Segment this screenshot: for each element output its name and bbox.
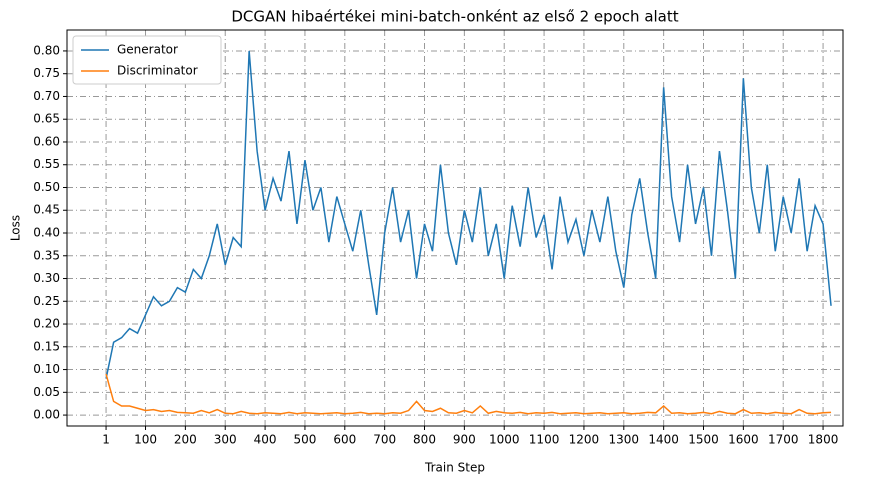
x-tick-label: 200 (174, 433, 197, 447)
x-tick-label: 1200 (569, 433, 600, 447)
y-tick-label: 0.40 (33, 226, 60, 240)
y-tick-label: 0.80 (33, 43, 60, 57)
x-tick-label: 1600 (728, 433, 759, 447)
x-tick-label: 500 (293, 433, 316, 447)
plot-frame (66, 29, 844, 427)
legend-box (72, 35, 222, 85)
legend-label: Generator (117, 43, 178, 57)
x-tick-label: 800 (413, 433, 436, 447)
y-tick-label: 0.30 (33, 271, 60, 285)
y-tick-label: 0.50 (33, 180, 60, 194)
x-tick-label: 600 (333, 433, 356, 447)
legend-label: Discriminator (117, 64, 198, 78)
y-tick-label: 0.15 (33, 339, 60, 353)
y-tick-label: 0.00 (33, 408, 60, 422)
y-tick-label: 0.65 (33, 112, 60, 126)
x-tick-label: 1700 (768, 433, 799, 447)
x-axis-label: Train Step (424, 461, 485, 475)
x-tick-label: 1 (102, 433, 110, 447)
y-tick-label: 0.35 (33, 248, 60, 262)
x-tick-label: 1400 (648, 433, 679, 447)
line-series (105, 373, 832, 415)
x-tick-label: 400 (254, 433, 277, 447)
y-tick-label: 0.45 (33, 203, 60, 217)
x-tick-label: 100 (134, 433, 157, 447)
chart-title: DCGAN hibaértékei mini-batch-onként az e… (231, 8, 678, 26)
x-tick-label: 700 (373, 433, 396, 447)
x-tick-label: 1100 (529, 433, 560, 447)
y-tick-label: 0.25 (33, 294, 60, 308)
line-series (105, 50, 832, 379)
y-tick-label: 0.60 (33, 134, 60, 148)
y-tick-label: 0.75 (33, 66, 60, 80)
x-tick-label: 1000 (489, 433, 520, 447)
y-tick-label: 0.10 (33, 362, 60, 376)
y-axis-label: Loss (9, 215, 23, 241)
x-tick-label: 1500 (688, 433, 719, 447)
y-tick-label: 0.05 (33, 385, 60, 399)
y-tick-label: 0.55 (33, 157, 60, 171)
y-tick-label: 0.70 (33, 89, 60, 103)
y-tick-label: 0.20 (33, 317, 60, 331)
x-tick-label: 1300 (609, 433, 640, 447)
x-tick-label: 900 (453, 433, 476, 447)
x-tick-label: 1800 (808, 433, 839, 447)
x-tick-label: 300 (214, 433, 237, 447)
